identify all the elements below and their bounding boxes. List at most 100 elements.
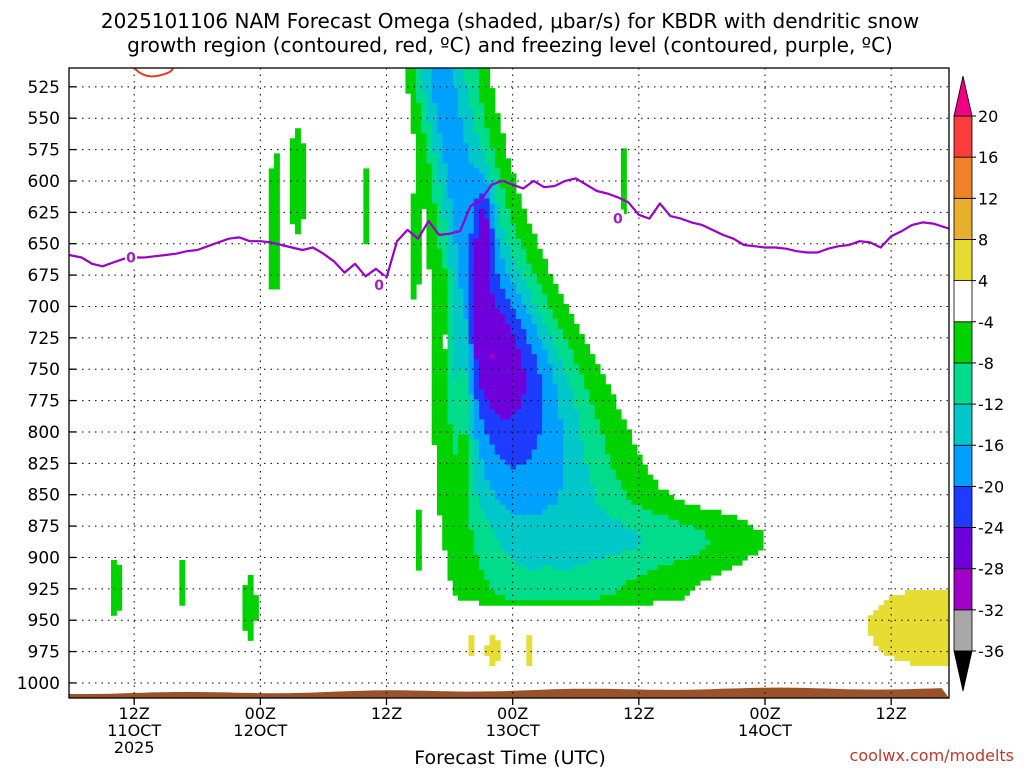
omega-cell: [521, 354, 538, 360]
omega-cell: [489, 163, 496, 169]
omega-cell: [479, 133, 491, 139]
omega-cell: [473, 529, 496, 536]
omega-cell: [442, 193, 449, 200]
omega-cell: [447, 414, 470, 420]
omega-cell: [452, 590, 496, 596]
omega-cell: [515, 233, 538, 240]
omega-cell: [468, 288, 475, 295]
omega-cell: [452, 319, 470, 325]
omega-cell: [489, 248, 496, 255]
omega-cell: [415, 539, 422, 546]
omega-cell: [484, 650, 501, 656]
omega-cell: [431, 163, 438, 169]
omega-cell: [468, 243, 475, 250]
omega-cell: [458, 595, 506, 601]
omega-cell: [468, 650, 475, 656]
omega-cell: [573, 399, 591, 405]
omega-cell: [295, 133, 301, 139]
omega-cell: [873, 640, 949, 646]
omega-cell: [642, 534, 706, 541]
omega-cell: [489, 133, 506, 139]
omega-cell: [463, 313, 470, 320]
omega-cell: [431, 123, 438, 129]
omega-cell: [452, 228, 475, 235]
omega-cell: [442, 203, 454, 210]
omega-cell: [468, 263, 475, 270]
omega-cell: [431, 138, 443, 144]
omega-cell: [473, 253, 491, 260]
omega-cell: [468, 389, 475, 395]
omega-cell: [479, 98, 496, 104]
omega-cell: [426, 153, 438, 159]
omega-cell: [694, 524, 753, 531]
omega-cell: [531, 298, 548, 305]
omega-cell: [484, 514, 612, 521]
omega-cell: [542, 404, 559, 410]
omega-cell: [479, 168, 491, 175]
omega-cell: [605, 509, 654, 516]
omega-cell: [620, 168, 627, 175]
omega-cell: [447, 183, 491, 190]
omega-cell: [447, 263, 459, 270]
omega-cell: [479, 600, 654, 606]
omega-cell: [415, 138, 428, 144]
omega-cell: [431, 439, 454, 446]
omega-cell: [452, 283, 459, 290]
omega-cell: [458, 283, 470, 290]
omega-cell: [494, 258, 506, 265]
omega-cell: [878, 645, 949, 651]
omega-cell: [468, 399, 475, 405]
omega-cell: [242, 600, 259, 606]
omega-cell: [431, 409, 449, 415]
omega-cell: [468, 474, 475, 481]
omega-cell: [111, 580, 123, 586]
omega-cell: [494, 218, 501, 225]
omega-cell: [447, 268, 454, 275]
omega-cell: [521, 324, 538, 330]
omega-cell: [494, 298, 512, 305]
colorbar-bin: [953, 156, 973, 199]
omega-cell: [442, 519, 470, 526]
omega-cell: [458, 278, 470, 285]
omega-cell: [515, 334, 527, 340]
omega-cell: [484, 419, 543, 426]
omega-cell: [431, 268, 449, 275]
omega-cell: [494, 163, 512, 169]
omega-cell: [563, 464, 591, 471]
x-tick-label: 00Z: [245, 704, 276, 723]
plot-area: 0 0 0: [69, 68, 949, 698]
omega-cell: [626, 580, 701, 586]
omega-cell: [479, 88, 496, 94]
omega-cell: [473, 273, 491, 280]
omega-cell: [883, 600, 949, 606]
omega-cell: [542, 424, 564, 431]
omega-cell: [447, 273, 454, 280]
omega-cell: [526, 308, 538, 315]
omega-cell: [436, 474, 470, 481]
omega-cell: [426, 113, 438, 119]
omega-cell: [500, 544, 638, 551]
omega-cell: [426, 118, 438, 124]
omega-cell: [500, 283, 517, 290]
colorbar-bin: [953, 609, 973, 652]
omega-cell: [657, 564, 732, 571]
omega-cell: [489, 258, 496, 265]
omega-cell: [594, 404, 617, 410]
omega-cell: [542, 509, 606, 516]
omega-cell: [268, 248, 280, 255]
omega-cell: [536, 329, 548, 335]
omega-cell: [610, 454, 643, 461]
omega-cell: [489, 243, 496, 250]
omega-cell: [489, 188, 496, 195]
omega-cell: [489, 404, 522, 410]
omega-cell: [484, 389, 527, 395]
omega-cell: [410, 213, 422, 220]
omega-cell: [542, 409, 559, 415]
omega-cell: [410, 123, 422, 129]
omega-cell: [447, 364, 454, 370]
omega-cell: [410, 268, 422, 275]
omega-cell: [468, 404, 475, 410]
omega-cell: [594, 409, 622, 415]
y-tick-label: 725: [28, 329, 60, 349]
